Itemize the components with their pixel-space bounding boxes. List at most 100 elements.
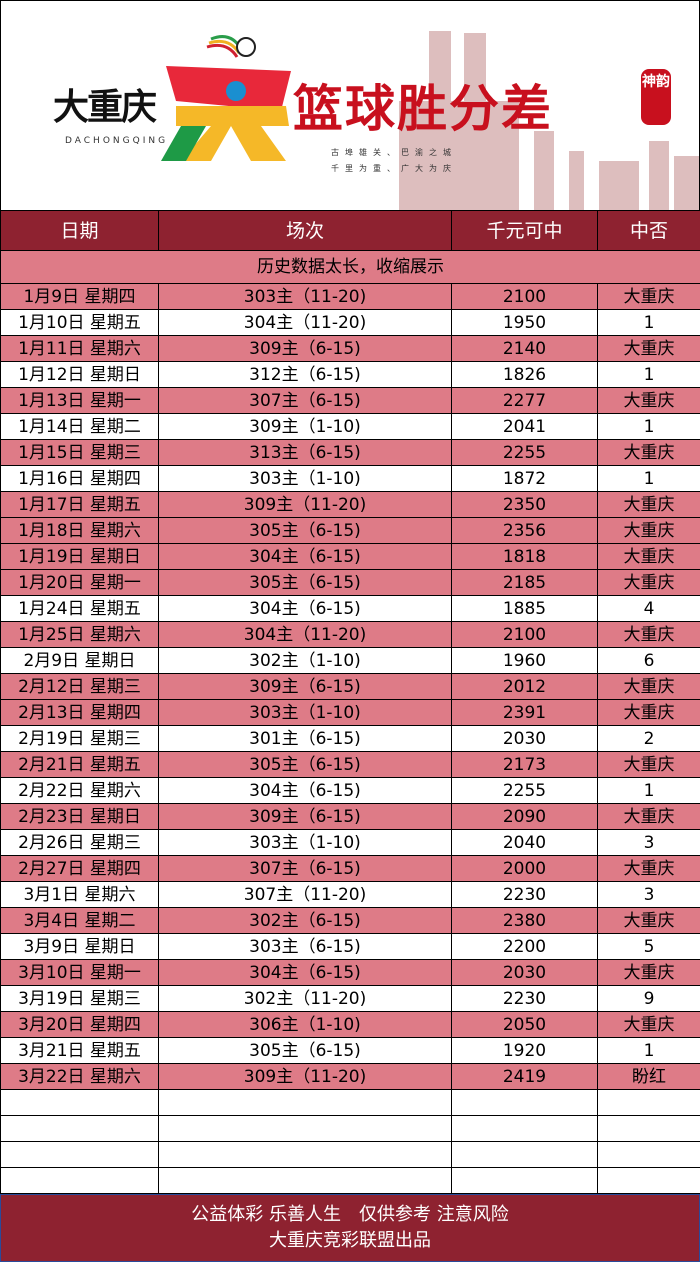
cell-result: 大重庆 [598,388,700,414]
cell-match: 304主（6-15) [159,544,452,570]
cell-match: 305主（6-15) [159,752,452,778]
empty-cell [598,1142,700,1168]
cell-amount: 2041 [452,414,598,440]
cell-match: 302主（6-15) [159,908,452,934]
cell-amount: 1818 [452,544,598,570]
cell-match: 304主（6-15) [159,778,452,804]
cell-amount: 2391 [452,700,598,726]
page-title: 篮球胜分差 [293,81,553,137]
empty-cell [452,1116,598,1142]
cell-match: 307主（11-20) [159,882,452,908]
brand-logo-text: 大重庆 [53,87,155,127]
cell-amount: 2173 [452,752,598,778]
cell-result: 1 [598,1038,700,1064]
cell-match: 309主（6-15) [159,674,452,700]
cell-result: 大重庆 [598,440,700,466]
cell-match: 302主（11-20) [159,986,452,1012]
collapsed-note-row: 历史数据太长，收缩展示 [1,251,700,284]
cell-result: 1 [598,414,700,440]
header-match: 场次 [159,211,452,251]
empty-cell [598,1168,700,1194]
cell-result: 大重庆 [598,752,700,778]
cell-date: 1月11日 星期六 [1,336,159,362]
cell-match: 305主（6-15) [159,518,452,544]
tagline-2: 千里为重、广大为庆 [331,163,457,175]
cell-result: 大重庆 [598,674,700,700]
cell-result: 大重庆 [598,804,700,830]
banner: 大重庆 DACHONGQING 篮球胜分差 神韵 古埠雄关、巴渝之城 千里为重、… [0,0,700,210]
cell-amount: 2230 [452,882,598,908]
cell-date: 3月9日 星期日 [1,934,159,960]
footer-line-2: 大重庆竞彩联盟出品 [1,1228,699,1254]
cell-result: 3 [598,882,700,908]
cell-amount: 2050 [452,1012,598,1038]
cell-date: 3月20日 星期四 [1,1012,159,1038]
cell-amount: 2185 [452,570,598,596]
cell-result: 大重庆 [598,960,700,986]
table-header-row: 日期 场次 千元可中 中否 [1,211,700,251]
brand-subtitle: DACHONGQING [65,135,168,147]
cell-match: 305主（6-15) [159,570,452,596]
empty-cell [452,1090,598,1116]
empty-cell [159,1116,452,1142]
cell-match: 307主（6-15) [159,388,452,414]
cell-amount: 2350 [452,492,598,518]
cell-result: 1 [598,362,700,388]
cell-amount: 1920 [452,1038,598,1064]
cell-match: 301主（6-15) [159,726,452,752]
cell-amount: 2255 [452,440,598,466]
cell-match: 306主（1-10) [159,1012,452,1038]
cell-match: 313主（6-15) [159,440,452,466]
cell-amount: 1950 [452,310,598,336]
empty-cell [598,1116,700,1142]
cell-result: 2 [598,726,700,752]
cell-date: 1月25日 星期六 [1,622,159,648]
cell-date: 2月21日 星期五 [1,752,159,778]
cell-amount: 1872 [452,466,598,492]
cell-date: 2月27日 星期四 [1,856,159,882]
cell-match: 303主（1-10) [159,830,452,856]
cell-match: 312主（6-15) [159,362,452,388]
cell-result: 盼红 [598,1064,700,1090]
empty-cell [159,1168,452,1194]
empty-cell [452,1142,598,1168]
cell-match: 309主（11-20) [159,492,452,518]
cell-date: 1月16日 星期四 [1,466,159,492]
cell-result: 1 [598,310,700,336]
empty-row [1,1168,700,1194]
cell-amount: 2277 [452,388,598,414]
cell-amount: 2140 [452,336,598,362]
cell-match: 309主（11-20) [159,1064,452,1090]
cell-amount: 2230 [452,986,598,1012]
cell-result: 大重庆 [598,336,700,362]
cell-date: 3月4日 星期二 [1,908,159,934]
cell-date: 1月20日 星期一 [1,570,159,596]
cell-amount: 2030 [452,960,598,986]
cell-match: 305主（6-15) [159,1038,452,1064]
empty-row [1,1090,700,1116]
cell-match: 307主（6-15) [159,856,452,882]
cell-date: 3月21日 星期五 [1,1038,159,1064]
cell-date: 1月10日 星期五 [1,310,159,336]
cell-result: 大重庆 [598,908,700,934]
